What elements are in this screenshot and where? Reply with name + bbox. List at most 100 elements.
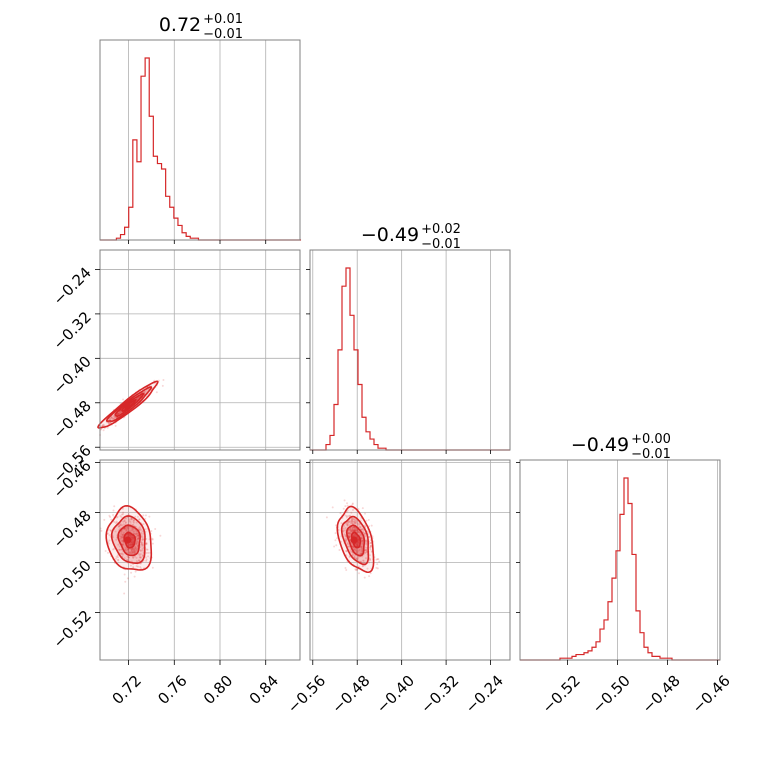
sample-point [141, 547, 144, 550]
y-tick-label: −0.24 [50, 264, 95, 309]
sample-point [108, 421, 111, 424]
sample-point [109, 529, 112, 532]
sample-point [344, 567, 347, 570]
sample-point [113, 505, 116, 508]
title-plus: +0.02 [421, 222, 461, 237]
sample-point [348, 556, 351, 559]
sample-point [118, 412, 121, 415]
sample-point [335, 544, 338, 547]
sample-point [359, 533, 362, 536]
sample-point [112, 414, 115, 417]
sample-point [348, 520, 351, 523]
sample-point [356, 568, 359, 571]
sample-point [155, 391, 158, 394]
sample-point [347, 532, 350, 535]
sample-point [353, 528, 356, 531]
y-tick-label: −0.50 [50, 557, 95, 602]
sample-point [126, 548, 129, 551]
sample-point [355, 529, 358, 532]
sample-point [352, 528, 355, 531]
scatter-panel-1-2 [325, 499, 381, 579]
grid-1-0 [100, 250, 300, 450]
sample-point [370, 550, 373, 553]
sample-point [119, 523, 122, 526]
sample-point [124, 580, 127, 583]
sample-point [342, 529, 345, 532]
sample-point [361, 539, 364, 542]
sample-point [130, 550, 133, 553]
sample-point [352, 546, 355, 549]
sample-point [354, 521, 357, 524]
sample-point [358, 548, 361, 551]
sample-point [145, 542, 148, 545]
sample-point [139, 528, 142, 531]
sample-point [345, 516, 348, 519]
histogram-line [100, 57, 302, 241]
sample-point [355, 521, 358, 524]
sample-point [360, 542, 363, 545]
sample-point [378, 560, 381, 563]
sample-point [140, 543, 143, 546]
sample-point [131, 551, 134, 554]
sample-point [141, 555, 144, 558]
sample-point [364, 534, 367, 537]
sample-point [352, 545, 355, 548]
sample-point [369, 572, 372, 575]
sample-point [120, 535, 123, 538]
sample-point [139, 549, 142, 552]
sample-point [148, 515, 151, 518]
sample-point [376, 558, 379, 561]
sample-point [349, 550, 352, 553]
sample-point [106, 532, 109, 535]
sample-point [351, 503, 354, 506]
sample-point [359, 546, 362, 549]
sample-point [344, 526, 347, 529]
sample-point [357, 508, 360, 511]
sample-point [127, 547, 130, 550]
sample-point [118, 410, 121, 413]
sample-point [141, 549, 144, 552]
sample-point [101, 424, 104, 427]
sample-point [358, 526, 361, 529]
sample-point [117, 558, 120, 561]
sample-point [363, 532, 366, 535]
sample-point [112, 509, 115, 512]
sample-point [369, 541, 372, 544]
sample-point [352, 552, 355, 555]
sample-point [370, 524, 373, 527]
sample-point [147, 551, 150, 554]
sample-point [132, 548, 135, 551]
sample-point [144, 514, 147, 517]
sample-point [135, 548, 138, 551]
sample-point [138, 518, 141, 521]
sample-point [135, 540, 138, 543]
sample-point [331, 506, 334, 509]
sample-point [128, 550, 131, 553]
sample-point [117, 412, 120, 415]
sample-point [350, 522, 353, 525]
sample-point [128, 520, 131, 523]
sample-point [353, 556, 356, 559]
sample-point [144, 528, 147, 531]
sample-point [115, 516, 118, 519]
sample-point [122, 513, 125, 516]
sample-point [116, 556, 119, 559]
sample-point [342, 524, 345, 527]
sample-point [353, 548, 356, 551]
sample-point [128, 551, 131, 554]
sample-point [351, 528, 354, 531]
sample-point [132, 519, 135, 522]
sample-point [132, 523, 135, 526]
sample-point [347, 545, 350, 548]
sample-point [361, 527, 364, 530]
sample-point [126, 525, 129, 528]
x-axis-param-2: −0.52 −0.50 −0.48 −0.46 [539, 660, 734, 717]
sample-point [134, 546, 137, 549]
sample-point [346, 523, 349, 526]
sample-point [375, 566, 378, 569]
sample-point [349, 549, 352, 552]
sample-point [130, 571, 133, 574]
sample-point [360, 560, 363, 563]
sample-point [144, 556, 147, 559]
